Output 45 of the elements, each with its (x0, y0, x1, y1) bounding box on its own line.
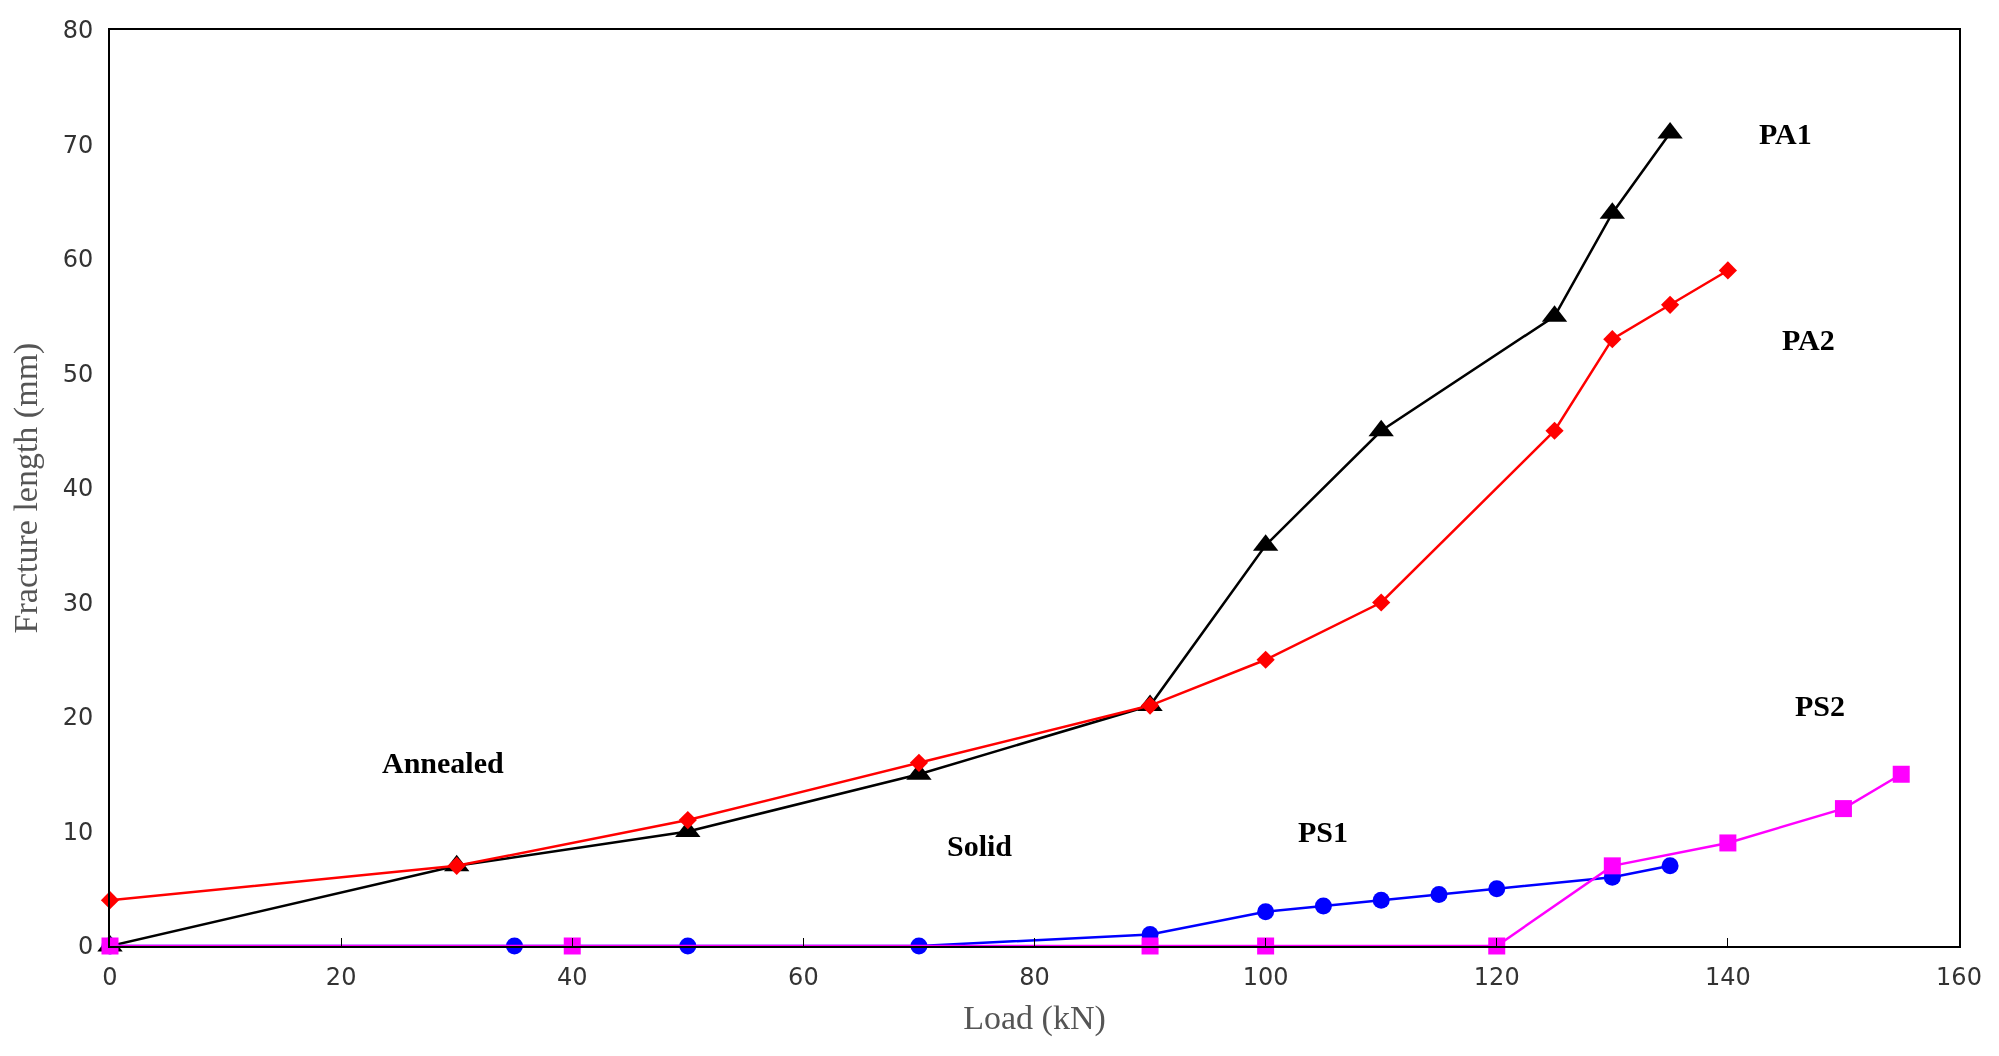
x-tick-label: 60 (788, 962, 819, 991)
point (1603, 330, 1622, 349)
text: PA2 (1782, 323, 1835, 356)
point (1372, 593, 1391, 612)
point (678, 810, 697, 830)
y-tick-label: 40 (62, 474, 94, 503)
y-tick-label: 60 (62, 245, 94, 274)
point (1892, 765, 1910, 783)
annotation: Solid (947, 829, 1013, 862)
x-tick-label: 0 (102, 962, 118, 991)
y-axis-title: Fracture length (mm) (6, 342, 45, 634)
annotation: Annealed (382, 746, 504, 779)
series-label: PS1 (1298, 815, 1349, 848)
point (1314, 897, 1332, 915)
x-axis-title: Load (kN) (963, 998, 1106, 1037)
x-tick-label: 160 (1936, 962, 1982, 991)
x-tick-label: 80 (1019, 962, 1050, 991)
point (447, 856, 466, 875)
x-tick-label: 140 (1704, 962, 1751, 991)
point (1660, 295, 1680, 314)
text: PA1 (1759, 117, 1812, 150)
y-tick-label: 50 (62, 359, 94, 388)
point (1430, 885, 1448, 903)
point (1488, 880, 1506, 898)
point (1545, 421, 1564, 440)
y-tick-label: 80 (62, 16, 94, 45)
y-tick-label: 20 (62, 703, 94, 732)
y-tick-label: 70 (62, 130, 94, 159)
y-tick-label: 30 (62, 588, 94, 617)
y-tick-label: 0 (77, 932, 94, 961)
y-tick-label: 10 (62, 817, 94, 846)
point (909, 753, 929, 772)
point (1834, 800, 1852, 818)
x-tick-label: 40 (556, 962, 588, 991)
point (1603, 857, 1621, 875)
point (1719, 834, 1737, 852)
point (1718, 261, 1737, 280)
x-tick-label: 120 (1473, 962, 1520, 991)
x-tick-label: 20 (325, 962, 357, 991)
point (1256, 650, 1275, 669)
text: PS2 (1795, 689, 1846, 722)
point (1372, 891, 1390, 909)
point (1257, 903, 1275, 921)
point (1661, 857, 1679, 875)
x-tick-label: 100 (1242, 962, 1289, 991)
